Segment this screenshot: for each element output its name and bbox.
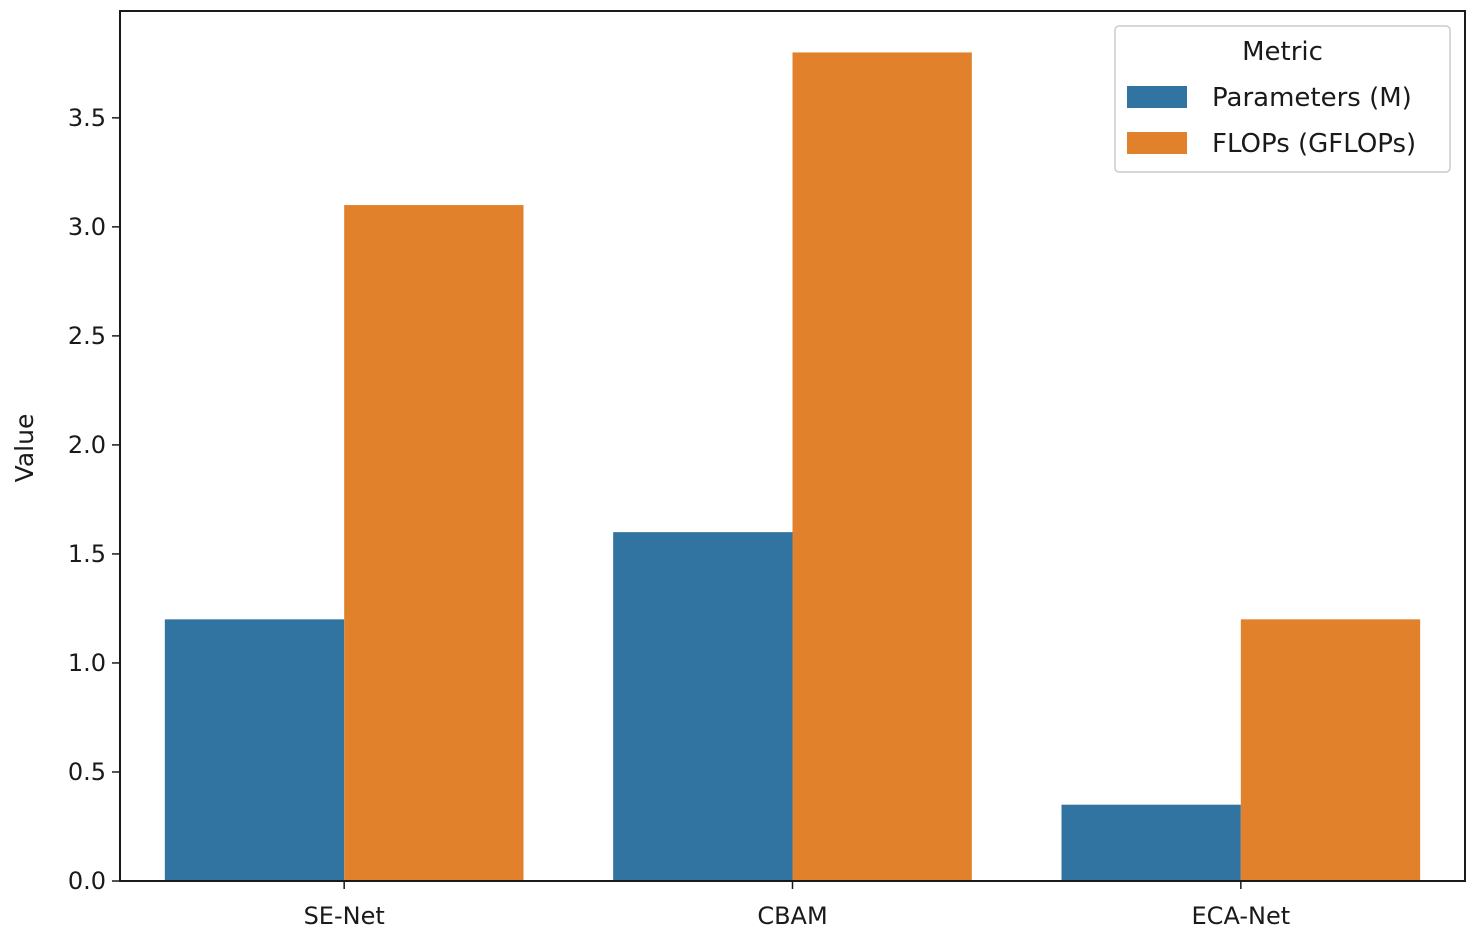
bar-cbam-series-2 xyxy=(792,52,972,881)
y-tick-label: 0.0 xyxy=(68,867,106,895)
legend-label-1: Parameters (M) xyxy=(1212,83,1412,113)
legend-swatch-1 xyxy=(1127,86,1187,108)
legend-swatch-2 xyxy=(1127,132,1187,154)
bar-se-net-series-2 xyxy=(344,205,524,881)
bar-cbam-series-1 xyxy=(613,532,793,881)
y-axis-title: Value xyxy=(10,414,39,483)
y-axis: 0.0 0.5 1.0 1.5 2.0 2.5 3.0 3.5 xyxy=(68,104,120,895)
legend: Metric Parameters (M) FLOPs (GFLOPs) xyxy=(1114,25,1451,173)
bar-eca-net-series-2 xyxy=(1240,619,1421,881)
legend-title: Metric xyxy=(1242,37,1323,67)
y-tick-label: 1.0 xyxy=(68,649,106,677)
x-tick-label: SE-Net xyxy=(304,902,385,930)
y-tick-label: 2.0 xyxy=(68,431,106,459)
x-axis: SE-Net CBAM ECA-Net xyxy=(304,881,1291,930)
x-tick-label: CBAM xyxy=(757,902,827,930)
y-tick-label: 3.5 xyxy=(68,104,106,132)
y-tick-label: 1.5 xyxy=(68,540,106,568)
bar-se-net-series-1 xyxy=(164,619,345,881)
legend-label-2: FLOPs (GFLOPs) xyxy=(1212,129,1416,159)
y-tick-label: 0.5 xyxy=(68,758,106,786)
y-tick-label: 2.5 xyxy=(68,322,106,350)
x-tick-label: ECA-Net xyxy=(1192,902,1291,930)
y-tick-label: 3.0 xyxy=(68,213,106,241)
bar-eca-net-series-1 xyxy=(1061,804,1241,881)
bars-layer xyxy=(164,52,1421,881)
legend-box xyxy=(1114,25,1451,173)
